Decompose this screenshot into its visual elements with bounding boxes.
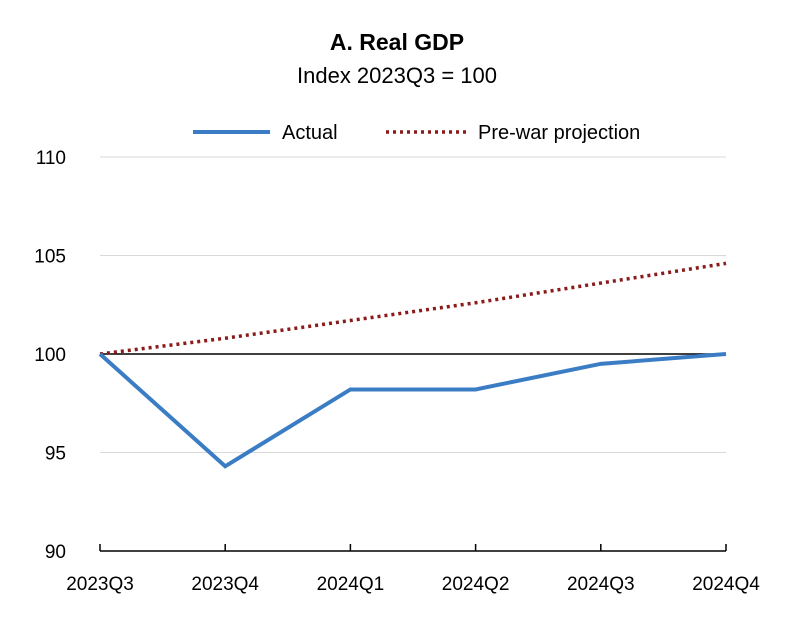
- legend-label-pre-war-projection: Pre-war projection: [478, 122, 640, 144]
- y-tick-label-105: 105: [34, 247, 66, 268]
- x-tick-label-2023Q3: 2023Q3: [66, 574, 134, 595]
- series-line-pre-war-projection: [99, 261, 727, 356]
- x-tick-label-2024Q1: 2024Q1: [317, 574, 385, 595]
- y-tick-label-110: 110: [36, 148, 66, 169]
- y-tick-label-100: 100: [34, 345, 66, 366]
- chart-title: A. Real GDP: [330, 29, 464, 55]
- x-tick-label-2024Q2: 2024Q2: [442, 574, 510, 595]
- x-tick-label-2024Q3: 2024Q3: [567, 574, 635, 595]
- y-tick-label-95: 95: [45, 444, 66, 465]
- y-tick-label-90: 90: [45, 542, 66, 563]
- series-line-actual: [98, 352, 727, 469]
- gridlines: [100, 156, 726, 453]
- chart-subtitle: Index 2023Q3 = 100: [297, 63, 497, 88]
- y-axis: 90 95 100 105 110: [34, 148, 66, 563]
- legend: Actual Pre-war projection: [193, 122, 640, 144]
- series: [98, 261, 727, 469]
- legend-label-actual: Actual: [282, 122, 338, 144]
- x-tick-label-2023Q4: 2023Q4: [191, 574, 259, 595]
- x-tick-label-2024Q4: 2024Q4: [692, 574, 760, 595]
- x-axis: 2023Q3 2023Q4 2024Q1 2024Q2 2024Q3 2024Q4: [66, 544, 760, 595]
